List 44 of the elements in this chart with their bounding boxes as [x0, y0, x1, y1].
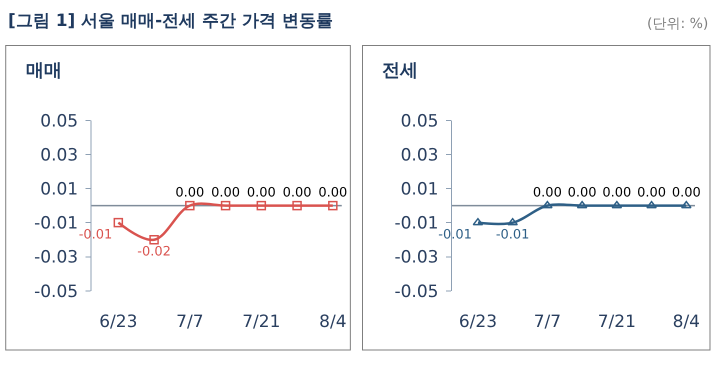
- data-label: 0.00: [602, 185, 632, 200]
- x-tick-label: 7/21: [598, 312, 636, 332]
- x-tick-label: 6/23: [458, 312, 498, 332]
- data-label: -0.01: [496, 227, 530, 242]
- data-label: 0.00: [532, 185, 562, 200]
- x-tick-label: 7/7: [176, 312, 204, 332]
- y-tick-label: -0.03: [34, 248, 78, 268]
- x-tick-label: 7/7: [534, 312, 562, 332]
- point: [185, 200, 195, 210]
- point: [114, 218, 124, 228]
- data-label: 0.00: [246, 185, 276, 200]
- y-tick-label: 0.03: [40, 145, 78, 166]
- x-tick-label: 6/23: [99, 312, 138, 332]
- y-tick-label: -0.05: [34, 282, 78, 302]
- data-label: 0.00: [568, 185, 597, 200]
- y-tick-label: 0.05: [400, 111, 438, 132]
- y-tick-label: -0.01: [34, 214, 78, 234]
- x-tick-label: 7/21: [242, 312, 280, 332]
- data-label: 0.00: [672, 185, 701, 200]
- x-tick-label: 8/4: [672, 312, 700, 332]
- data-label: 0.00: [637, 185, 666, 200]
- y-tick-label: -0.01: [394, 214, 438, 234]
- point: [220, 200, 230, 210]
- point: [292, 200, 302, 210]
- text: (단위: %): [647, 16, 708, 32]
- text: [그림 1] 서울 매매-전세 주간 가격 변동률: [8, 11, 333, 31]
- y-tick-label: 0.01: [400, 180, 438, 200]
- y-tick-label: 0.01: [40, 180, 78, 200]
- point: [256, 200, 266, 210]
- data-label: -0.02: [137, 244, 171, 260]
- data-label: 0.00: [282, 185, 312, 200]
- y-tick-label: -0.03: [394, 248, 438, 268]
- data-label: 0.00: [318, 185, 348, 200]
- y-tick-label: 0.03: [400, 145, 438, 166]
- data-label: 0.00: [211, 185, 240, 200]
- point: [328, 200, 338, 210]
- data-label: 0.00: [175, 185, 204, 200]
- y-tick-label: -0.05: [394, 282, 438, 302]
- data-label: -0.01: [438, 227, 472, 242]
- y-tick-label: 0.05: [40, 111, 78, 132]
- point: [149, 234, 159, 244]
- chart-title: 매매: [26, 60, 62, 81]
- x-tick-label: 8/4: [319, 312, 347, 332]
- chart-title: 전세: [382, 60, 418, 81]
